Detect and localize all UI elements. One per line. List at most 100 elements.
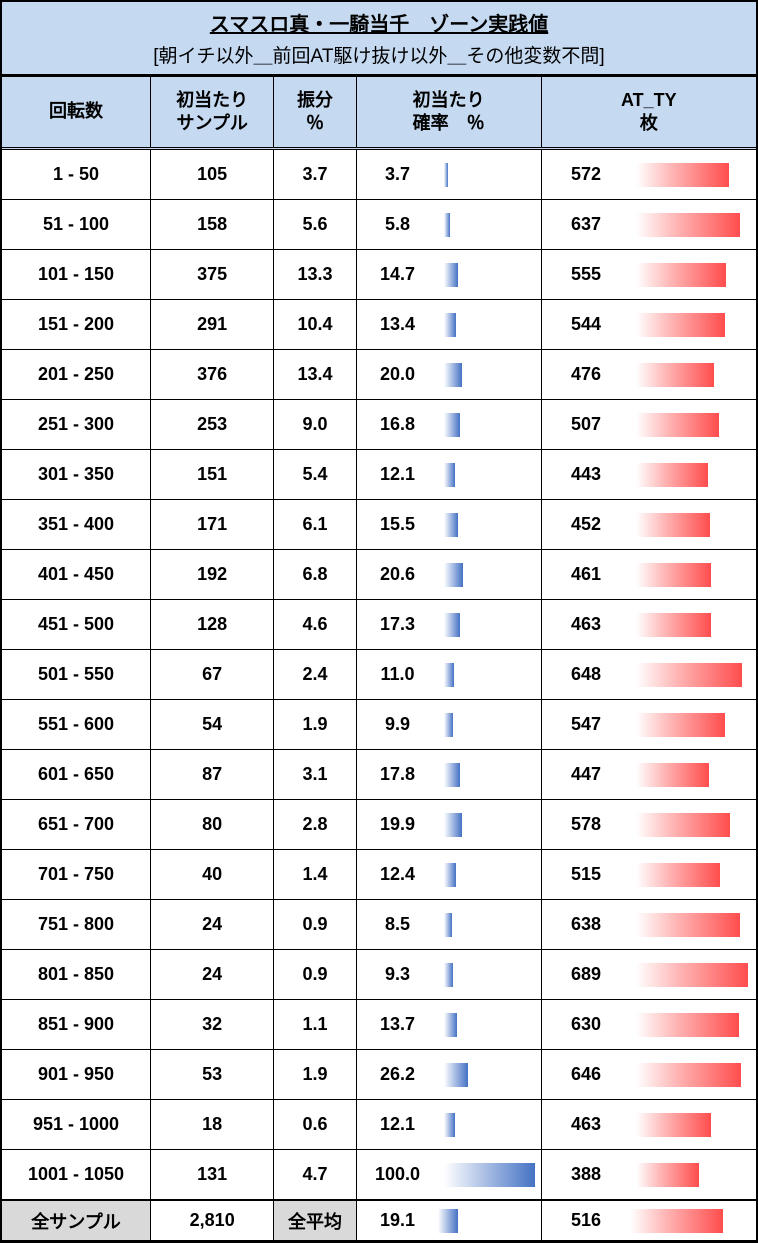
cell-atty-value: 638 <box>541 900 630 950</box>
cell-prob-value: 3.7 <box>356 149 438 200</box>
cell-shinpun: 13.4 <box>274 350 356 400</box>
cell-range: 651 - 700 <box>2 800 151 850</box>
cell-prob-bar <box>438 250 541 300</box>
cell-atty-value: 447 <box>541 750 630 800</box>
table-row: 151 - 20029110.413.4544 <box>2 300 756 350</box>
cell-range: 351 - 400 <box>2 500 151 550</box>
cell-sample: 131 <box>151 1150 274 1201</box>
cell-range: 501 - 550 <box>2 650 151 700</box>
cell-prob-bar <box>438 600 541 650</box>
cell-sample: 54 <box>151 700 274 750</box>
cell-prob-bar <box>438 700 541 750</box>
cell-range: 401 - 450 <box>2 550 151 600</box>
table-header: スマスロ真・一騎当千 ゾーン実践値 [朝イチ以外＿前回AT駆け抜け以外＿その他変… <box>2 2 756 76</box>
cell-shinpun: 1.9 <box>274 1050 356 1100</box>
cell-atty-bar <box>630 250 756 300</box>
cell-range: 201 - 250 <box>2 350 151 400</box>
cell-atty-bar <box>630 1200 756 1241</box>
cell-sample: 32 <box>151 1000 274 1050</box>
cell-sample: 24 <box>151 900 274 950</box>
cell-prob-value: 20.6 <box>356 550 438 600</box>
cell-shinpun: 9.0 <box>274 400 356 450</box>
col-shinpun: 振分％ <box>274 77 356 149</box>
cell-prob-bar <box>438 550 541 600</box>
cell-prob-bar <box>438 1000 541 1050</box>
cell-shinpun: 2.4 <box>274 650 356 700</box>
cell-atty-value: 516 <box>541 1200 630 1241</box>
cell-prob-bar <box>438 1150 541 1201</box>
cell-atty-value: 689 <box>541 950 630 1000</box>
cell-prob-value: 19.9 <box>356 800 438 850</box>
title-line2: [朝イチ以外＿前回AT駆け抜け以外＿その他変数不問] <box>2 41 756 68</box>
cell-prob-value: 15.5 <box>356 500 438 550</box>
table-row: 301 - 3501515.412.1443 <box>2 450 756 500</box>
cell-atty-bar <box>630 600 756 650</box>
cell-atty-value: 547 <box>541 700 630 750</box>
cell-prob-value: 13.7 <box>356 1000 438 1050</box>
cell-prob-value: 9.9 <box>356 700 438 750</box>
cell-sample: 192 <box>151 550 274 600</box>
cell-sample: 18 <box>151 1100 274 1150</box>
title-line1: スマスロ真・一騎当千 ゾーン実践値 <box>2 8 756 37</box>
data-table: 回転数 初当たりサンプル 振分％ 初当たり確率 ％ AT_TY枚 1 - 501… <box>2 76 756 1241</box>
cell-sample: 128 <box>151 600 274 650</box>
cell-prob-value: 17.8 <box>356 750 438 800</box>
cell-sample: 158 <box>151 200 274 250</box>
cell-shinpun: 0.9 <box>274 900 356 950</box>
table-row: 1001 - 10501314.7100.0388 <box>2 1150 756 1201</box>
cell-prob-value: 100.0 <box>356 1150 438 1201</box>
cell-prob-bar <box>438 450 541 500</box>
table-row: 1 - 501053.73.7572 <box>2 149 756 200</box>
cell-atty-value: 388 <box>541 1150 630 1201</box>
zone-table-container: スマスロ真・一騎当千 ゾーン実践値 [朝イチ以外＿前回AT駆け抜け以外＿その他変… <box>0 0 758 1243</box>
cell-atty-value: 507 <box>541 400 630 450</box>
table-row: 551 - 600541.99.9547 <box>2 700 756 750</box>
cell-atty-bar <box>630 900 756 950</box>
cell-sample: 2,810 <box>151 1200 274 1241</box>
cell-shinpun: 13.3 <box>274 250 356 300</box>
cell-atty-value: 555 <box>541 250 630 300</box>
cell-prob-bar <box>438 650 541 700</box>
cell-prob-bar <box>438 149 541 200</box>
cell-prob-bar <box>438 1050 541 1100</box>
cell-range: 251 - 300 <box>2 400 151 450</box>
cell-atty-bar <box>630 850 756 900</box>
cell-sample: 375 <box>151 250 274 300</box>
table-row: 701 - 750401.412.4515 <box>2 850 756 900</box>
cell-shinpun: 3.1 <box>274 750 356 800</box>
cell-atty-value: 637 <box>541 200 630 250</box>
cell-atty-bar <box>630 350 756 400</box>
cell-range: 151 - 200 <box>2 300 151 350</box>
table-row: 451 - 5001284.617.3463 <box>2 600 756 650</box>
table-row: 751 - 800240.98.5638 <box>2 900 756 950</box>
cell-prob-value: 16.8 <box>356 400 438 450</box>
cell-prob-bar <box>438 850 541 900</box>
cell-shinpun: 6.8 <box>274 550 356 600</box>
cell-prob-value: 13.4 <box>356 300 438 350</box>
cell-atty-bar <box>630 650 756 700</box>
cell-range: 751 - 800 <box>2 900 151 950</box>
cell-atty-bar <box>630 800 756 850</box>
table-row: 851 - 900321.113.7630 <box>2 1000 756 1050</box>
cell-atty-bar <box>630 400 756 450</box>
table-row: 51 - 1001585.65.8637 <box>2 200 756 250</box>
cell-range: 601 - 650 <box>2 750 151 800</box>
col-atty: AT_TY枚 <box>541 77 756 149</box>
cell-atty-bar <box>630 950 756 1000</box>
cell-shinpun: 0.6 <box>274 1100 356 1150</box>
cell-atty-value: 461 <box>541 550 630 600</box>
cell-shinpun: 1.1 <box>274 1000 356 1050</box>
table-row: 601 - 650873.117.8447 <box>2 750 756 800</box>
cell-atty-bar <box>630 750 756 800</box>
cell-atty-value: 452 <box>541 500 630 550</box>
table-row: 251 - 3002539.016.8507 <box>2 400 756 450</box>
cell-sample: 53 <box>151 1050 274 1100</box>
cell-shinpun: 10.4 <box>274 300 356 350</box>
col-range: 回転数 <box>2 77 151 149</box>
cell-prob-bar <box>438 400 541 450</box>
cell-prob-bar <box>438 750 541 800</box>
cell-sample: 376 <box>151 350 274 400</box>
cell-atty-bar <box>630 700 756 750</box>
cell-shinpun: 5.4 <box>274 450 356 500</box>
cell-prob-value: 9.3 <box>356 950 438 1000</box>
